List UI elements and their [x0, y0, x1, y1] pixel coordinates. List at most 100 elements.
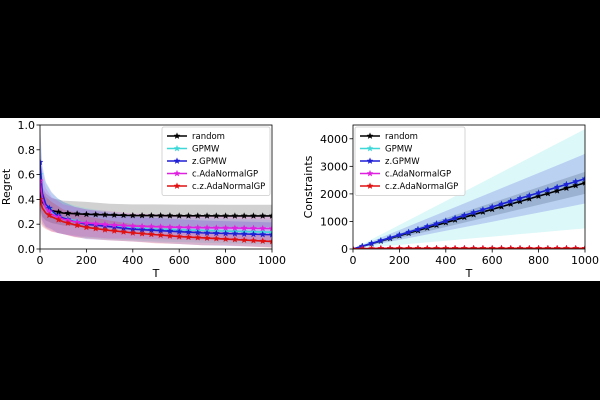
data-point-c.z.AdaNormalGP: [535, 244, 543, 249]
data-point-c.z.AdaNormalGP: [203, 234, 211, 242]
confidence-band-GPMW: [40, 137, 272, 245]
data-point-c.AdaNormalGP: [120, 221, 127, 229]
data-point-c.z.AdaNormalGP: [358, 245, 366, 249]
data-point-random: [535, 192, 543, 200]
legend-label-c.z.AdaNormalGP: c.z.AdaNormalGP: [385, 182, 458, 192]
data-point-c.z.AdaNormalGP: [194, 233, 202, 241]
data-point-z.GPMW: [535, 189, 543, 196]
data-point-c.z.AdaNormalGP: [479, 244, 487, 249]
y-tick-label: 2000: [320, 188, 348, 201]
data-point-z.GPMW: [212, 229, 220, 237]
y-tick-label: 0.6: [18, 169, 36, 182]
data-point-c.z.AdaNormalGP: [460, 244, 468, 249]
data-point-c.z.AdaNormalGP: [488, 244, 496, 249]
data-point-c.z.AdaNormalGP: [212, 234, 220, 242]
data-point-z.GPMW: [563, 180, 570, 188]
data-point-c.z.AdaNormalGP: [386, 244, 394, 249]
data-point-random: [222, 212, 230, 219]
data-point-c.AdaNormalGP: [212, 224, 220, 231]
data-point-random: [203, 212, 211, 219]
data-point-c.AdaNormalGP: [268, 224, 272, 232]
data-point-c.z.AdaNormalGP: [110, 227, 118, 234]
y-tick-label: 0: [341, 243, 348, 256]
data-point-c.z.AdaNormalGP: [377, 244, 385, 249]
x-tick-label: 1000: [258, 254, 286, 267]
data-point-c.AdaNormalGP: [138, 222, 146, 230]
data-point-z.GPMW: [525, 191, 533, 199]
x-tick-label: 200: [76, 254, 97, 267]
data-point-c.z.AdaNormalGP: [175, 232, 183, 240]
data-point-c.z.AdaNormalGP: [92, 224, 100, 232]
y-axis-label: Regret: [0, 168, 13, 205]
data-point-random: [138, 211, 146, 219]
data-point-c.AdaNormalGP: [250, 224, 257, 232]
data-point-z.GPMW: [222, 229, 230, 237]
data-point-c.z.AdaNormalGP: [563, 244, 570, 249]
x-axis-label: T: [152, 267, 160, 280]
data-point-c.z.AdaNormalGP: [470, 244, 478, 249]
confidence-band-z.GPMW: [40, 125, 272, 248]
legend-label-c.AdaNormalGP: c.AdaNormalGP: [385, 170, 451, 180]
data-point-z.GPMW: [553, 183, 561, 191]
data-point-c.AdaNormalGP: [240, 224, 248, 232]
y-tick-label: 1000: [320, 215, 348, 228]
legend-marker-c.AdaNormalGP: [173, 169, 181, 177]
data-point-c.z.AdaNormalGP: [433, 244, 440, 249]
data-point-z.GPMW: [488, 203, 496, 210]
data-point-c.z.AdaNormalGP: [82, 223, 90, 231]
data-point-c.z.AdaNormalGP: [451, 244, 459, 249]
legend-label-c.z.AdaNormalGP: c.z.AdaNormalGP: [192, 182, 265, 192]
data-point-c.z.AdaNormalGP: [40, 195, 44, 203]
x-tick-label: 800: [215, 254, 236, 267]
data-point-c.z.AdaNormalGP: [423, 244, 431, 249]
data-point-z.GPMW: [470, 208, 478, 216]
data-point-random: [268, 212, 272, 219]
legend-marker-c.z.AdaNormalGP: [366, 182, 374, 189]
data-point-random: [553, 187, 561, 194]
legend-marker-random: [173, 132, 181, 139]
data-point-random: [92, 210, 100, 218]
legend-label-random: random: [192, 132, 225, 142]
data-point-c.AdaNormalGP: [222, 224, 230, 231]
data-point-random: [581, 179, 585, 186]
legend-label-random: random: [385, 132, 418, 142]
constraints-chart: 0 200 400 600 800 1000 0 1000 2000 3000 4000 T Const…: [302, 124, 599, 280]
data-point-z.GPMW: [516, 194, 524, 202]
data-point-c.z.AdaNormalGP: [405, 244, 413, 249]
y-tick-label: 4000: [320, 133, 348, 146]
data-point-c.z.AdaNormalGP: [525, 244, 533, 249]
legend-marker-GPMW: [173, 144, 181, 152]
data-point-random: [101, 211, 109, 218]
data-point-random: [563, 184, 570, 192]
data-point-c.AdaNormalGP: [185, 223, 192, 231]
axes-frame: [352, 124, 586, 250]
data-point-c.z.AdaNormalGP: [581, 244, 585, 249]
y-tick-label: 0.4: [18, 193, 36, 206]
x-tick-label: 400: [122, 254, 143, 267]
legend-label-c.AdaNormalGP: c.AdaNormalGP: [192, 170, 258, 180]
data-point-c.z.AdaNormalGP: [240, 236, 248, 243]
data-point-z.GPMW: [259, 230, 267, 238]
x-tick-label: 800: [528, 254, 549, 267]
legend-marker-random: [366, 132, 374, 139]
data-point-random: [240, 212, 248, 219]
data-point-z.GPMW: [203, 229, 211, 236]
data-point-c.z.AdaNormalGP: [231, 235, 239, 243]
legend-label-z.GPMW: z.GPMW: [192, 157, 227, 167]
data-point-c.z.AdaNormalGP: [516, 244, 524, 249]
data-point-c.AdaNormalGP: [166, 223, 174, 230]
data-point-z.GPMW: [231, 230, 239, 237]
x-tick-label: 0: [37, 254, 44, 267]
data-point-c.z.AdaNormalGP: [250, 236, 257, 244]
data-point-c.z.AdaNormalGP: [553, 244, 561, 249]
data-point-random: [185, 212, 192, 219]
data-point-c.z.AdaNormalGP: [45, 211, 53, 219]
data-point-random: [120, 211, 127, 219]
data-point-random: [166, 212, 174, 219]
axes-frame: [39, 124, 273, 250]
legend-label-GPMW: GPMW: [192, 145, 220, 155]
legend-label-GPMW: GPMW: [385, 145, 413, 155]
plot-area: [353, 129, 585, 249]
data-point-c.z.AdaNormalGP: [572, 244, 580, 249]
legend-box: [354, 126, 466, 196]
